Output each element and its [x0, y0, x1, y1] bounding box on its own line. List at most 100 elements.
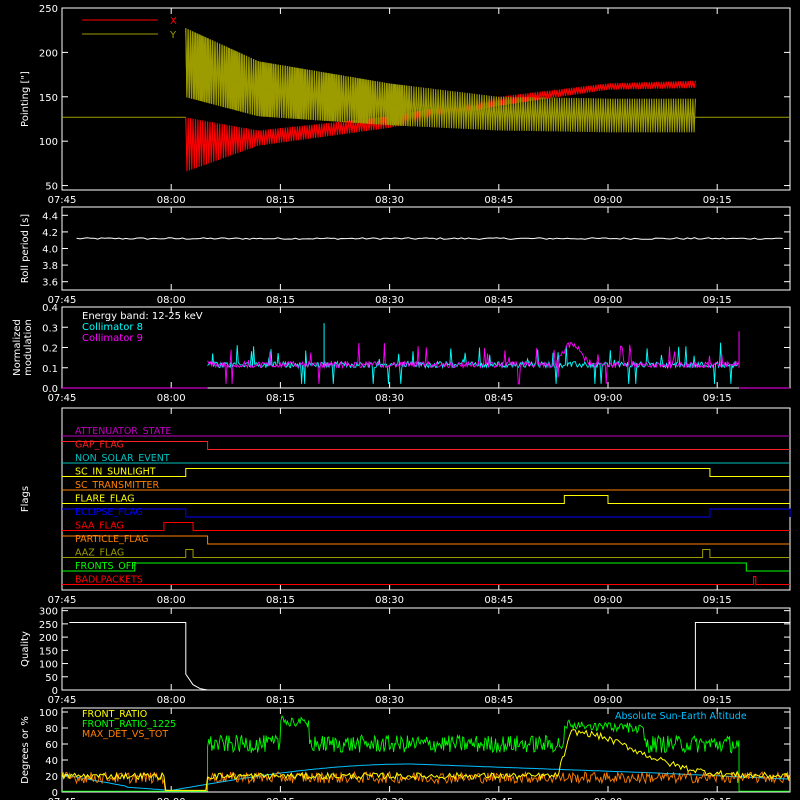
panel-5: 07:45 08:00 08:15 08:30 08:45 09:00 09:15 0 50 10… [20, 607, 791, 706]
x-tick-label: 08:15 [266, 695, 295, 706]
x-tick-label: 09:15 [703, 195, 732, 206]
flag-label: SC_TRANSMITTER [75, 480, 160, 491]
y-axis-label: Flags [20, 486, 31, 512]
panel-2: 07:45 08:00 08:15 08:30 08:45 09:00 09:15 3.6 3.… [20, 206, 791, 306]
y-tick-label: 150 [39, 93, 58, 104]
x-tick-label: 08:15 [266, 295, 295, 306]
y-tick-label: 0.0 [42, 384, 58, 395]
y-tick-label: 50 [45, 182, 58, 193]
x-tick-label: 08:30 [375, 695, 404, 706]
y-axis-label: modulation [23, 319, 34, 376]
x-tick-label: 08:45 [484, 393, 513, 404]
panel-frame [61, 7, 791, 191]
y-tick-label: 150 [39, 646, 58, 657]
x-tick-label: 08:15 [266, 595, 295, 606]
y-tick-label: 200 [39, 48, 58, 59]
y-tick-label: 0.1 [42, 364, 58, 375]
legend-label: Collimator 9 [82, 333, 143, 344]
y-tick-label: 200 [39, 633, 58, 644]
flag-label: ATTENUATOR_STATE [75, 426, 171, 437]
y-tick-label: 80 [45, 724, 58, 735]
y-tick-label: 300 [39, 607, 58, 618]
y-tick-label: 0 [52, 686, 58, 697]
y-tick-label: 0 [52, 788, 58, 799]
y-tick-label: 3.8 [42, 261, 58, 272]
y-axis-label: Roll period [s] [20, 214, 31, 283]
series-y-line [185, 28, 696, 133]
x-tick-label: 08:45 [484, 295, 513, 306]
y-tick-label: 4.0 [42, 245, 58, 256]
x-tick-label: 08:30 [375, 595, 404, 606]
x-tick-label: 08:15 [266, 797, 295, 800]
y-tick-label: 250 [39, 620, 58, 631]
flag-eclipse-flag-line [62, 508, 791, 518]
flag-label: GAP_FLAG [75, 440, 124, 451]
x-tick-label: 08:30 [375, 797, 404, 800]
y-tick-label: 3.6 [42, 278, 58, 289]
legend-label: FRONT_RATIO_1225 [82, 719, 176, 730]
flag-aaz-flag-line [62, 549, 790, 558]
flag-flare-flag-line [62, 495, 790, 504]
x-tick-label: 07:45 [48, 695, 77, 706]
y-tick-label: 4.2 [42, 228, 58, 239]
x-tick-label: 07:45 [48, 195, 77, 206]
x-tick-label: 08:15 [266, 195, 295, 206]
legend-label: MAX_DET_VS_TOT [82, 729, 168, 740]
x-tick-label: 09:15 [703, 595, 732, 606]
x-tick-label: 08:00 [157, 695, 186, 706]
flag-label: AAZ_FLAG [75, 548, 124, 559]
x-tick-label: 09:00 [594, 295, 623, 306]
x-tick-label: 09:15 [703, 393, 732, 404]
x-tick-label: 08:00 [157, 393, 186, 404]
x-tick-label: 08:00 [157, 295, 186, 306]
y-axis-label: Normalized [12, 319, 23, 376]
flag-label: FRONTS_OFF [75, 561, 137, 572]
y-axis-label: Degrees or % [20, 716, 31, 784]
y-tick-label: 50 [45, 673, 58, 684]
series-x-line [185, 80, 696, 172]
x-tick-label: 08:45 [484, 595, 513, 606]
y-tick-label: 20 [45, 772, 58, 783]
series-y-line-overlay [185, 28, 412, 127]
flag-label: PARTICLE_FLAG [75, 534, 148, 545]
flag-label: ECLIPSE_FLAG [75, 507, 143, 518]
x-tick-label: 09:15 [703, 797, 732, 800]
x-tick-label: 08:15 [266, 393, 295, 404]
x-tick-label: 08:00 [157, 195, 186, 206]
x-tick-label: 07:45 [48, 595, 77, 606]
y-tick-label: 60 [45, 740, 58, 751]
y-axis-label: Pointing ["] [20, 71, 31, 127]
front-ratio-line [61, 729, 791, 791]
x-tick-label: 08:00 [157, 595, 186, 606]
legend-label: Absolute Sun-Earth Altitude [615, 711, 747, 722]
flag-badlpackets-line [62, 576, 790, 585]
flag-label: NON_SOLAR_EVENT [75, 453, 170, 464]
y-tick-label: 0.2 [42, 344, 58, 355]
quality-line [69, 622, 790, 691]
x-tick-label: 08:30 [375, 393, 404, 404]
flag-particle-flag-line [62, 535, 790, 545]
series-collimator-9-line [207, 342, 740, 385]
y-tick-label: 0.3 [42, 323, 58, 334]
legend-label: Collimator 8 [82, 322, 143, 333]
legend-label: X [170, 16, 177, 27]
flag-label: SC_IN_SUNLIGHT [75, 467, 156, 478]
x-tick-label: 09:00 [594, 393, 623, 404]
panel-1: 07:45 08:00 08:15 08:30 08:45 09:00 09:15 50 100… [20, 4, 791, 206]
flag-sc-in-sunlight-line [62, 468, 790, 477]
x-tick-label: 09:00 [594, 195, 623, 206]
front-ratio-1225-line [62, 715, 790, 792]
legend-label: FRONT_RATIO [82, 709, 147, 720]
legend-label: Y [169, 30, 177, 41]
flag-label: BADLPACKETS [75, 575, 143, 586]
x-tick-label: 08:45 [484, 797, 513, 800]
x-tick-label: 09:15 [703, 695, 732, 706]
y-tick-label: 0.4 [42, 303, 58, 314]
flag-saa-flag-line [62, 522, 790, 531]
y-axis-label: Quality [20, 631, 31, 667]
x-tick-label: 07:45 [48, 393, 77, 404]
flag-gap-flag-line [62, 441, 790, 450]
altitude-line [61, 763, 791, 791]
flag-label: FLARE_FLAG [75, 494, 135, 505]
